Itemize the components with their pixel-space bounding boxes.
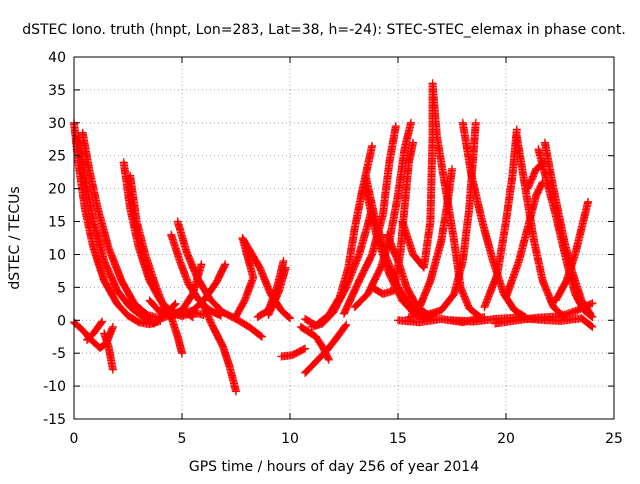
x-tick-label: 0 bbox=[70, 431, 79, 447]
data-arc bbox=[415, 164, 456, 312]
data-point-markers bbox=[156, 260, 230, 319]
data-arc bbox=[394, 313, 489, 327]
data-arc bbox=[307, 204, 377, 331]
y-tick-label: -5 bbox=[52, 346, 66, 362]
x-tick-label: 10 bbox=[281, 431, 299, 447]
data-arc bbox=[83, 317, 107, 344]
x-tick-label: 25 bbox=[605, 431, 623, 447]
data-arc bbox=[540, 138, 595, 318]
y-tick-label: 40 bbox=[48, 50, 66, 66]
data-point-markers bbox=[458, 118, 530, 321]
chart-title: dSTEC Iono. truth (hnpt, Lon=283, Lat=38… bbox=[22, 22, 626, 38]
data-point-markers bbox=[523, 158, 549, 193]
data-arc bbox=[156, 260, 230, 319]
plot-frame bbox=[73, 56, 615, 420]
y-axis-label: dSTEC / TECUs bbox=[7, 186, 23, 289]
data-point-markers bbox=[415, 164, 456, 312]
axes-ticks: 0 5 10 15 20 25 -15 -10 -5 0 5 10 15 20 25 30 35 40 bbox=[43, 50, 623, 447]
data-point-markers bbox=[540, 138, 595, 318]
data-point-markers bbox=[307, 204, 377, 331]
y-tick-label: 30 bbox=[48, 116, 66, 132]
y-tick-label: 10 bbox=[48, 247, 66, 263]
y-tick-label: -10 bbox=[43, 379, 66, 395]
data-arc bbox=[502, 178, 547, 302]
data-point-markers bbox=[394, 313, 489, 327]
data-arc bbox=[277, 344, 310, 361]
data-point-markers bbox=[350, 118, 415, 312]
data-point-markers bbox=[277, 344, 310, 361]
data-point-markers bbox=[264, 263, 290, 319]
data-arc bbox=[100, 329, 117, 374]
data-arc bbox=[551, 197, 593, 305]
y-tick-label: 20 bbox=[48, 182, 66, 198]
x-axis-label: GPS time / hours of day 256 of year 2014 bbox=[189, 459, 479, 475]
x-tick-label: 5 bbox=[178, 431, 187, 447]
data-point-markers bbox=[502, 178, 547, 302]
y-tick-label: 25 bbox=[48, 149, 66, 165]
data-point-markers bbox=[301, 320, 351, 377]
y-tick-label: 35 bbox=[48, 83, 66, 99]
data-arc bbox=[301, 320, 351, 377]
y-tick-label: -15 bbox=[43, 412, 66, 428]
data-arc bbox=[458, 118, 530, 321]
x-tick-label: 20 bbox=[497, 431, 515, 447]
data-arc bbox=[523, 158, 549, 193]
data-arc bbox=[199, 301, 240, 396]
data-arc bbox=[350, 118, 415, 312]
data-arc bbox=[264, 263, 290, 319]
data-point-markers bbox=[199, 301, 240, 396]
x-tick-label: 15 bbox=[389, 431, 407, 447]
data-point-markers bbox=[551, 197, 593, 305]
y-tick-label: 15 bbox=[48, 215, 66, 231]
y-tick-label: 0 bbox=[57, 313, 66, 329]
data-layer bbox=[70, 79, 597, 396]
data-point-markers bbox=[83, 317, 107, 344]
data-point-markers bbox=[100, 329, 117, 374]
y-tick-label: 5 bbox=[57, 280, 66, 296]
